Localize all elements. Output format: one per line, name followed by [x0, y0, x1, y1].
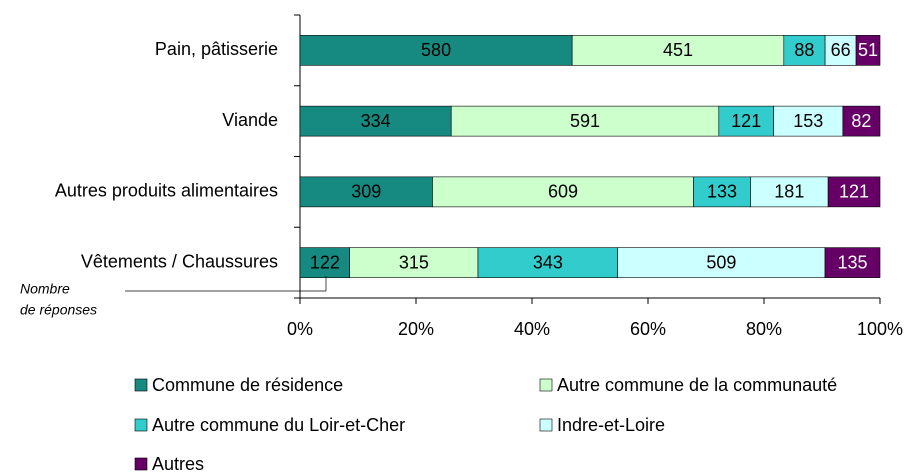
- bar-segment: [824, 35, 857, 66]
- data-label: 343: [533, 252, 563, 272]
- bar-segment: [718, 105, 774, 137]
- bar-segment: [827, 176, 881, 208]
- legend-label: Autres: [152, 454, 204, 474]
- annotation: de réponses: [20, 302, 97, 318]
- legend-label: Commune de résidence: [152, 375, 343, 395]
- bar-segment: [750, 176, 829, 208]
- data-label: 135: [837, 252, 867, 272]
- data-label: 66: [831, 40, 851, 60]
- x-tick-label: 40%: [514, 319, 550, 339]
- category-label: Vêtements / Chaussures: [81, 251, 278, 271]
- bar-segment: [450, 105, 720, 137]
- data-label: 121: [839, 182, 869, 202]
- bar-segment: [299, 247, 350, 278]
- bar-segment: [477, 247, 618, 278]
- annotation: Nombre: [20, 281, 70, 297]
- data-label: 451: [663, 40, 693, 60]
- bar-segment: [617, 247, 826, 278]
- data-label: 509: [706, 252, 736, 272]
- legend-label: Indre-et-Loire: [557, 415, 665, 435]
- bar-segment: [824, 247, 881, 278]
- bar-segment: [299, 35, 573, 66]
- data-label: 153: [793, 111, 823, 131]
- bar-segment: [349, 247, 479, 278]
- legend-swatch: [134, 378, 148, 392]
- data-label: 315: [399, 252, 429, 272]
- bar-segment: [773, 105, 844, 137]
- data-label: 580: [421, 40, 451, 60]
- bar-segment: [432, 176, 694, 208]
- bar-segment: [783, 35, 826, 66]
- data-label: 181: [774, 182, 804, 202]
- legend-label: Autre commune de la communauté: [557, 375, 837, 395]
- data-label: 309: [351, 182, 381, 202]
- data-label: 121: [731, 111, 761, 131]
- legend-swatch: [539, 418, 553, 432]
- category-label: Pain, pâtisserie: [155, 39, 278, 59]
- category-label: Viande: [222, 110, 278, 130]
- bar-segment: [571, 35, 785, 66]
- legend-swatch: [134, 457, 148, 471]
- bar-segment: [842, 105, 881, 137]
- x-tick-label: 20%: [398, 319, 434, 339]
- x-tick-label: 80%: [746, 319, 782, 339]
- data-label: 122: [310, 252, 340, 272]
- data-label: 591: [570, 111, 600, 131]
- bar-segment: [855, 35, 881, 66]
- bar-segment: [299, 105, 452, 137]
- data-label: 51: [858, 40, 878, 60]
- bar-segment: [693, 176, 751, 208]
- legend-swatch: [134, 418, 148, 432]
- legend-swatch: [539, 378, 553, 392]
- data-label: 609: [548, 182, 578, 202]
- legend-label: Autre commune du Loir-et-Cher: [152, 415, 405, 435]
- data-label: 133: [707, 182, 737, 202]
- data-label: 82: [851, 111, 871, 131]
- category-label: Autres produits alimentaires: [55, 181, 278, 201]
- bar-segment: [299, 176, 433, 208]
- x-tick-label: 100%: [857, 319, 903, 339]
- data-label: 334: [361, 111, 391, 131]
- x-tick-label: 0%: [287, 319, 313, 339]
- data-label: 88: [794, 40, 814, 60]
- x-tick-label: 60%: [630, 319, 666, 339]
